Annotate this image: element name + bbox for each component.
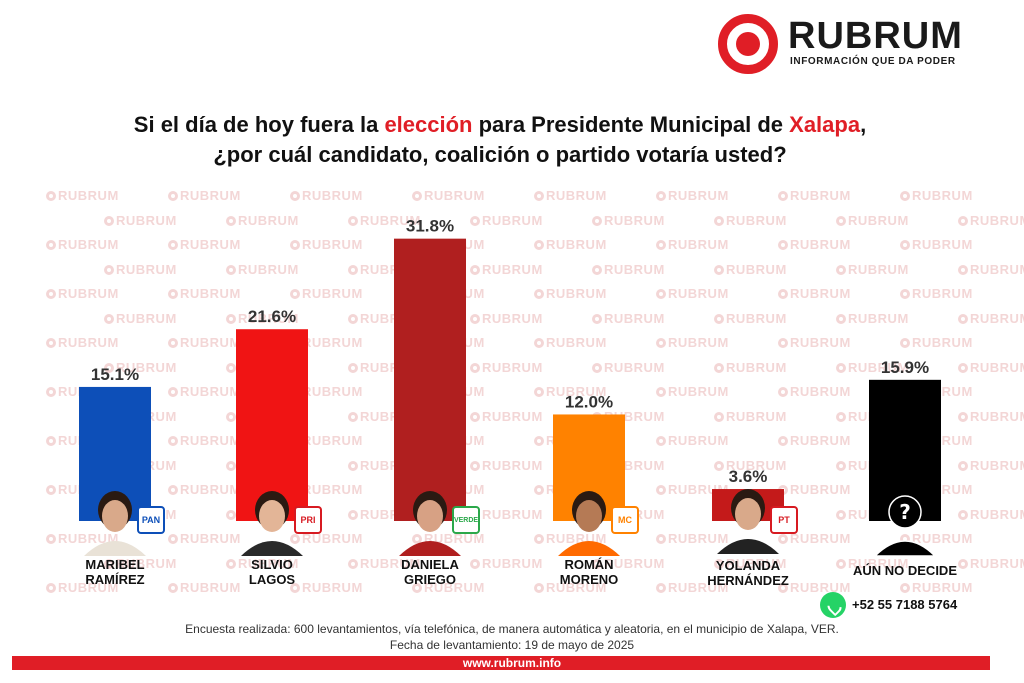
- whatsapp-icon: [820, 592, 846, 618]
- candidate-photo: [237, 488, 307, 556]
- candidate-name-line: SILVIO: [251, 557, 293, 572]
- candidate-name-line: RAMÍREZ: [85, 572, 145, 587]
- logo-target-icon: [718, 14, 778, 74]
- party-logo-text: PT: [778, 515, 790, 525]
- candidate-name-line: GRIEGO: [403, 572, 456, 587]
- logo-tagline: INFORMACIÓN QUE DA PODER: [790, 56, 956, 67]
- candidate-name-line: DANIELA: [401, 557, 459, 572]
- bar-value-label: 3.6%: [729, 467, 768, 486]
- candidate-name-line: MARIBEL: [85, 557, 145, 572]
- candidate-name: AÚN NO DECIDE: [840, 563, 970, 578]
- rubrum-logo: RUBRUM INFORMACIÓN QUE DA PODER: [718, 14, 990, 76]
- bar: [394, 238, 466, 521]
- bar-value-label: 15.9%: [881, 358, 929, 377]
- question-highlight-city: Xalapa: [789, 112, 861, 137]
- candidate-photo: [713, 486, 783, 554]
- svg-text:?: ?: [899, 500, 911, 524]
- bar-value-label: 12.0%: [565, 392, 613, 411]
- candidate-name-line: YOLANDA: [715, 558, 781, 573]
- pan-party-logo: PAN: [137, 506, 165, 534]
- footer-bar: [12, 656, 990, 670]
- question-text: para Presidente Municipal de: [472, 112, 790, 137]
- pt-party-logo: PT: [770, 506, 798, 534]
- party-logo-text: PAN: [141, 515, 161, 525]
- party-logo-text: PRI: [300, 515, 316, 525]
- bar-value-label: 31.8%: [406, 217, 454, 236]
- logo-wordmark: RUBRUM: [788, 15, 963, 57]
- candidate-name: SILVIO LAGOS: [207, 557, 337, 587]
- question-line-1: Si el día de hoy fuera la elección para …: [0, 110, 1000, 140]
- survey-question: Si el día de hoy fuera la elección para …: [0, 110, 1000, 170]
- candidate-name-line: ROMÁN: [564, 557, 614, 572]
- candidate-name-line: AÚN NO DECIDE: [852, 563, 957, 578]
- survey-methodology: Encuesta realizada: 600 levantamientos, …: [185, 622, 839, 636]
- bar: [236, 329, 308, 521]
- bar-value-label: 15.1%: [91, 365, 139, 384]
- footer-url[interactable]: www.rubrum.info: [462, 656, 562, 670]
- question-text: ,: [860, 112, 867, 137]
- candidate-name: ROMÁN MORENO: [524, 557, 654, 587]
- candidate-name-line: MORENO: [559, 572, 619, 587]
- party-logo-text: MC: [618, 515, 632, 525]
- unknown-person-icon: ?: [870, 488, 940, 556]
- mc-party-logo: MC: [611, 506, 639, 534]
- logo-target-core: [736, 32, 760, 56]
- party-logo-text: VERDE: [453, 516, 479, 524]
- candidate-photo: [395, 488, 465, 556]
- candidate-name: YOLANDA HERNÁNDEZ: [683, 558, 813, 588]
- contact-phone: +52 55 7188 5764: [852, 597, 958, 612]
- bar-value-label: 21.6%: [248, 307, 296, 326]
- pri-party-logo: PRI: [294, 506, 322, 534]
- survey-date: Fecha de levantamiento: 19 de mayo de 20…: [389, 638, 635, 652]
- candidate-name-line: HERNÁNDEZ: [707, 573, 789, 588]
- question-text: Si el día de hoy fuera la: [133, 112, 385, 137]
- candidate-photo: [554, 488, 624, 556]
- candidate-name-line: LAGOS: [248, 572, 296, 587]
- question-highlight-election: elección: [384, 112, 473, 137]
- candidate-photo: [80, 488, 150, 556]
- question-line-2: ¿por cuál candidato, coalición o partido…: [213, 142, 787, 167]
- verde-party-logo: VERDE: [452, 506, 480, 534]
- candidate-name: DANIELA GRIEGO: [365, 557, 495, 587]
- candidate-name: MARIBEL RAMÍREZ: [50, 557, 180, 587]
